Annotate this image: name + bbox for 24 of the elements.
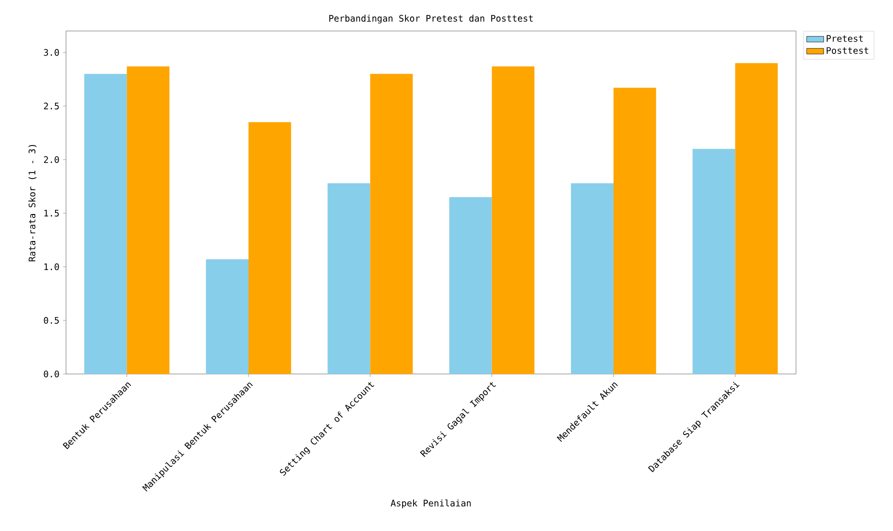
bar (449, 197, 492, 374)
y-tick-label: 1.0 (44, 263, 59, 270)
chart-title: Perbandingan Skor Pretest dan Posttest (329, 14, 533, 24)
y-tick-label: 0.0 (44, 370, 59, 378)
x-axis-title: Aspek Penilaian (390, 499, 471, 508)
y-tick-label: 1.5 (44, 210, 59, 217)
bar (248, 122, 292, 374)
legend-label: Posttest (826, 47, 868, 54)
legend-label: Pretest (826, 35, 863, 42)
bar (692, 148, 736, 374)
bar (492, 66, 534, 374)
y-tick-label: 0.5 (44, 317, 59, 324)
bar (370, 74, 413, 374)
y-tick-label: 2.0 (44, 156, 59, 163)
y-axis-title: Rata-rata Skor (1 - 3) (28, 144, 36, 262)
y-tick-label: 3.0 (44, 49, 59, 56)
bar (126, 66, 170, 374)
bar (735, 63, 778, 374)
y-tick-label: 2.5 (44, 102, 59, 110)
bar (328, 183, 370, 374)
bar (206, 259, 249, 374)
bar (570, 183, 614, 374)
bar (614, 88, 656, 374)
bar (84, 74, 127, 374)
